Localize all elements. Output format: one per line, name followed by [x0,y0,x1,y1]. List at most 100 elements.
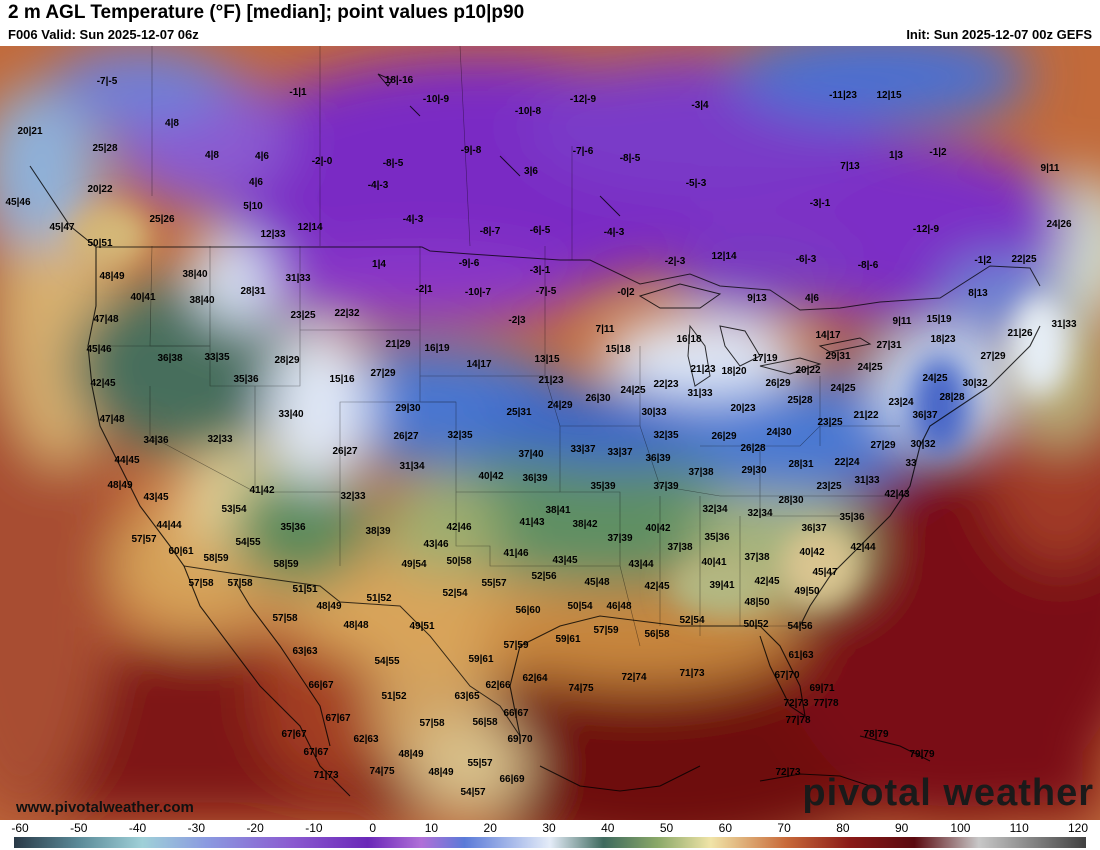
point-value: 46|48 [606,601,632,612]
point-value: 32|33 [340,491,366,502]
point-value: 29|30 [741,465,767,476]
point-value: 54|57 [460,787,486,798]
colorbar-tick: 40 [601,821,615,835]
point-value: 4|6 [249,177,263,188]
point-value: 25|31 [506,407,532,418]
point-value: 15|19 [926,314,952,325]
point-value: 38|39 [365,526,391,537]
point-value: 62|63 [353,734,379,745]
point-value: 7|13 [840,161,860,172]
point-value: 16|18 [676,334,702,345]
point-value: -0|2 [617,287,635,298]
point-value: 23|25 [290,310,316,321]
point-value: 61|63 [788,650,814,661]
point-value: 23|25 [816,481,842,492]
point-value: 32|33 [207,434,233,445]
point-value: 30|32 [910,439,936,450]
point-value: 42|45 [754,576,780,587]
point-value: 31|33 [687,388,713,399]
point-value: 55|57 [467,758,493,769]
point-value: 67|67 [303,747,329,758]
colorbar-gradient [14,837,1086,848]
point-value: 12|33 [260,229,286,240]
temperature-field [0,46,1100,820]
point-value: 7|11 [595,324,615,335]
point-value: 27|31 [876,340,902,351]
point-value: 57|58 [419,718,445,729]
point-value: 57|57 [131,534,157,545]
point-value: 17|19 [752,353,778,364]
point-value: 27|29 [870,440,896,451]
point-value: 48|49 [107,480,133,491]
point-value: 48|49 [398,749,424,760]
point-value: 26|28 [740,443,766,454]
point-value: 18|-16 [384,75,414,86]
point-value: 62|64 [522,673,548,684]
point-value: 33|37 [607,447,633,458]
colorbar-tick: -10 [305,821,323,835]
point-value: 45|47 [49,222,75,233]
point-value: 43|44 [628,559,654,570]
colorbar-ticks: -60 -50 -40 -30 -20 -10 0 10 20 30 40 50 60 70 80 90 100… [0,820,1100,836]
point-value: 67|70 [774,670,800,681]
point-value: 56|60 [515,605,541,616]
point-value: 14|17 [466,359,492,370]
coastlines [29,165,1041,797]
point-value: 27|29 [370,368,396,379]
temperature-map[interactable]: -7|-5 -1|1 18|-16 -10|-9 -10|-8 -12|-9 -3|4 -11… [0,46,1100,820]
colorbar-tick: -40 [128,821,147,835]
point-value: 22|23 [653,379,679,390]
point-value: 50|58 [446,556,472,567]
point-value: 38|41 [545,505,571,516]
point-value: 39|41 [709,580,735,591]
website-url[interactable]: www.pivotalweather.com [16,799,194,816]
great-lakes [377,73,872,387]
point-value: 77|78 [813,698,839,709]
point-value: -9|-6 [458,258,480,269]
colorbar: -60 -50 -40 -30 -20 -10 0 10 20 30 40 50 60 70 80 90 100… [0,820,1100,850]
point-value: 59|61 [468,654,494,665]
point-value: 34|36 [143,435,169,446]
point-value: 24|29 [547,400,573,411]
point-value: 55|57 [481,578,507,589]
point-value: 37|38 [667,542,693,553]
point-value: -8|-7 [479,226,501,237]
point-value: -5|-3 [685,178,707,189]
point-value: 58|59 [203,553,229,564]
point-value: 13|15 [534,354,560,365]
point-value: -10|-9 [422,94,450,105]
point-value: 48|49 [428,767,454,778]
point-value: 29|31 [825,351,851,362]
point-value: 25|28 [787,395,813,406]
point-value: 16|19 [424,343,450,354]
point-value: 36|37 [801,523,827,534]
point-value: 4|8 [165,118,179,129]
point-value: 30|33 [641,407,667,418]
point-value: -10|-8 [514,106,542,117]
point-value: 52|54 [442,588,468,599]
header: 2 m AGL Temperature (°F) [median]; point… [0,0,1100,46]
point-value: -8|-6 [857,260,879,271]
point-value: 57|58 [272,613,298,624]
point-value: 38|40 [189,295,215,306]
point-value: 35|36 [280,522,306,533]
point-value: 33|35 [204,352,230,363]
point-value: 66|67 [503,708,529,719]
point-value: 72|73 [783,698,809,709]
point-value: 48|50 [744,597,770,608]
point-value: 3|6 [524,166,538,177]
point-value: 66|69 [499,774,525,785]
country-borders [96,246,1041,737]
point-value: 38|42 [572,519,598,530]
point-value: 54|55 [235,537,261,548]
point-value: 31|33 [285,273,311,284]
point-value: -10|-7 [464,287,492,298]
point-value: 78|79 [863,729,889,740]
point-value: 40|41 [130,292,156,303]
point-value: 42|45 [90,378,116,389]
point-value: -6|-3 [795,254,817,265]
point-value: -9|-8 [460,145,482,156]
point-value: 42|44 [850,542,876,553]
point-value: -6|-5 [529,225,551,236]
colorbar-tick: 100 [950,821,971,835]
